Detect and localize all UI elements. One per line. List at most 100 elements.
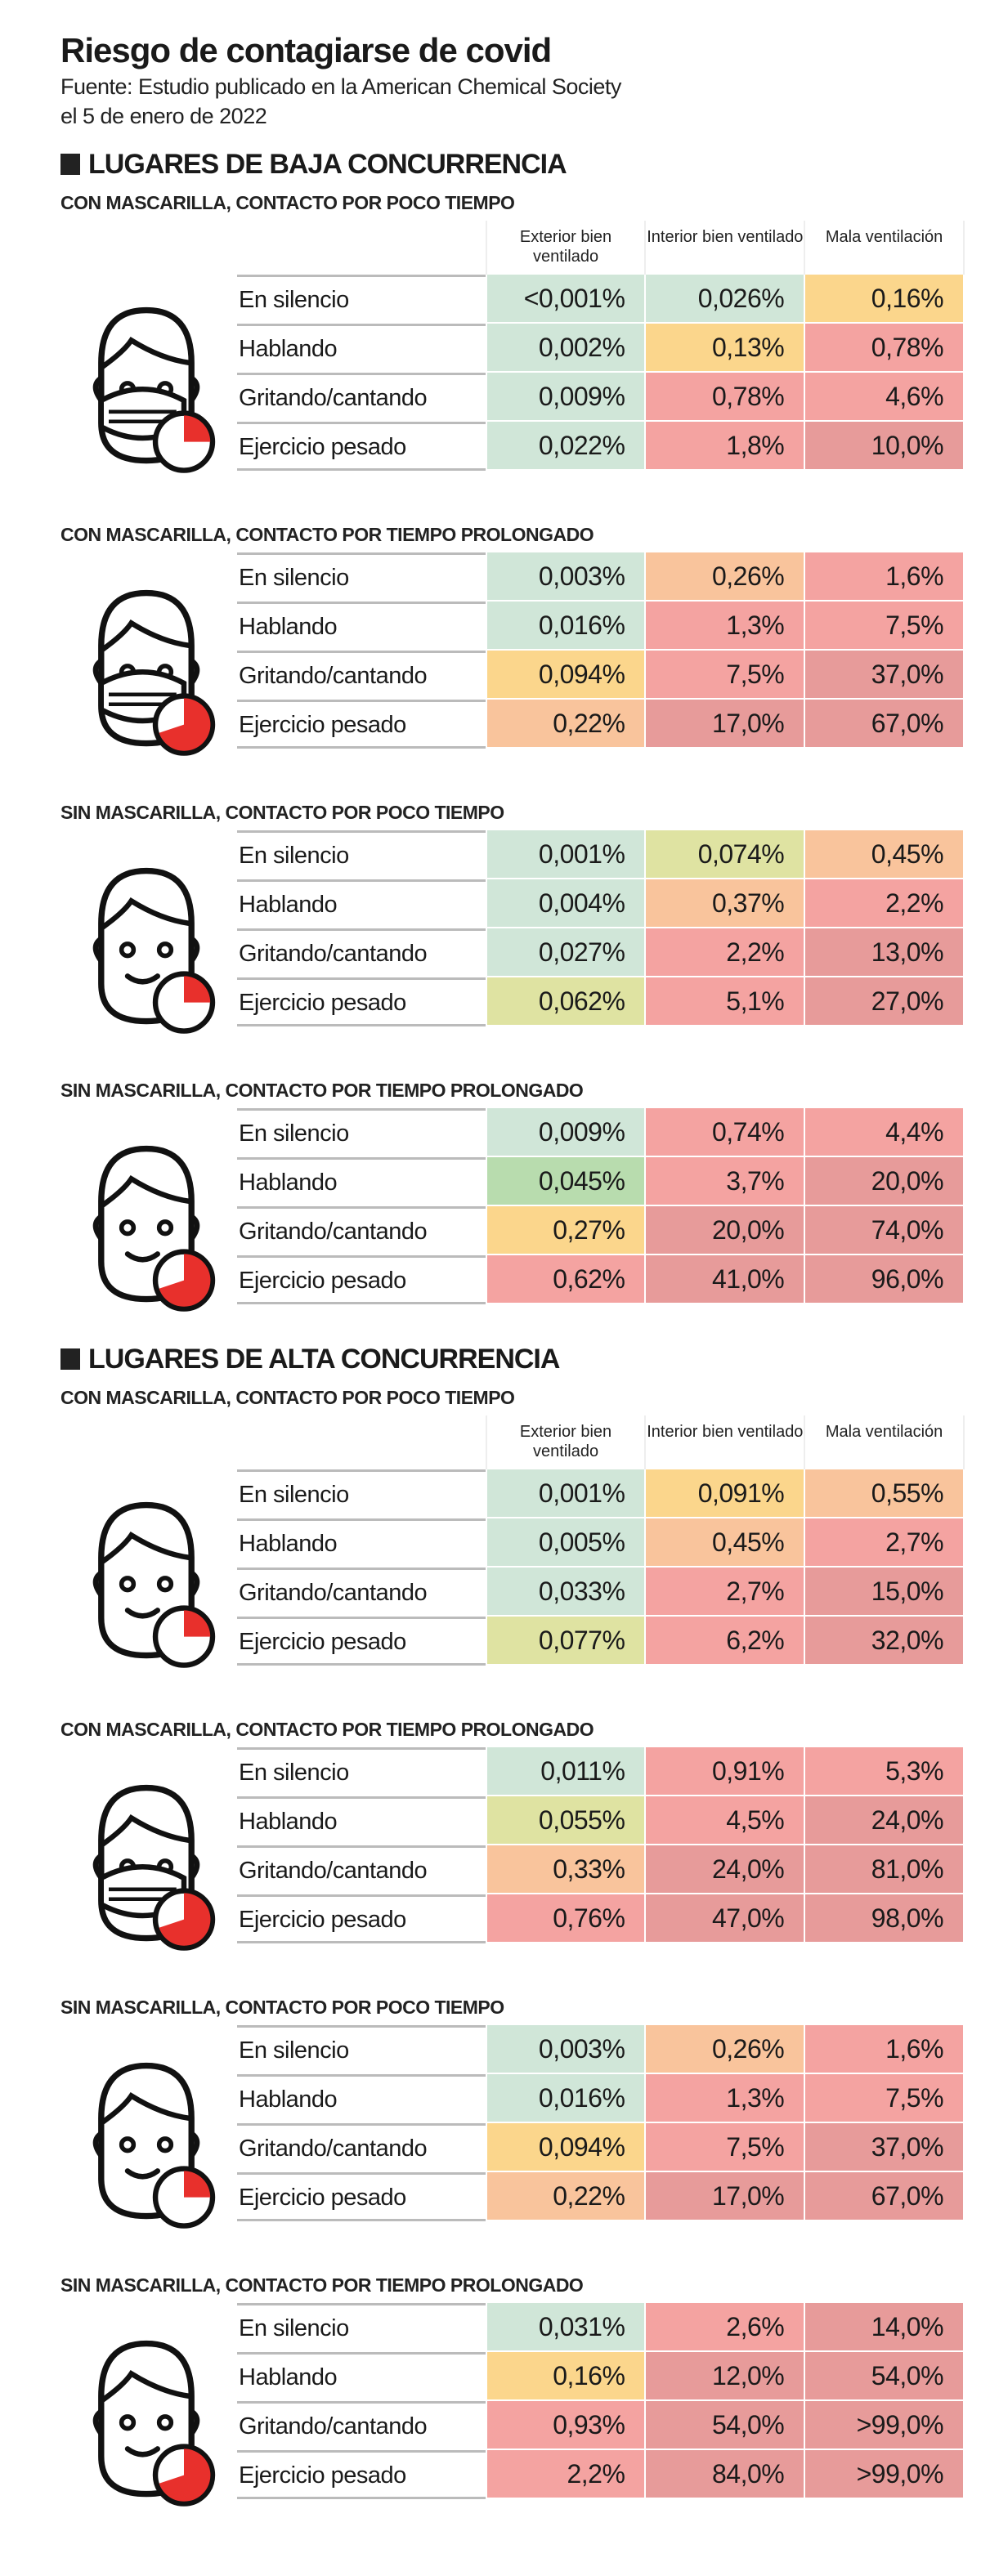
row-label: Gritando/cantando <box>237 373 486 422</box>
table-row: Hablando 0,002% 0,13% 0,78% <box>237 324 965 373</box>
risk-value-cell: 0,022% <box>486 422 645 469</box>
masked-face-long-clock-icon <box>69 570 224 758</box>
risk-value-cell: 47,0% <box>646 1894 804 1942</box>
header-spacer <box>237 1415 487 1469</box>
risk-value-cell: 98,0% <box>805 1894 964 1942</box>
section-heading: LUGARES DE ALTA CONCURRENCIA <box>60 1342 981 1376</box>
risk-value-cell: 2,7% <box>805 1518 964 1566</box>
risk-value-cell: 0,78% <box>805 324 964 371</box>
row-label: Hablando <box>237 879 486 928</box>
risk-value-cell: 10,0% <box>805 422 964 469</box>
risk-value-cell: 17,0% <box>646 700 804 747</box>
risk-value-cell: 13,0% <box>805 928 964 976</box>
risk-value-cell: 54,0% <box>646 2401 804 2449</box>
risk-value-cell: 0,026% <box>646 275 804 322</box>
row-label: Gritando/cantando <box>237 651 486 700</box>
table-row: Ejercicio pesado 0,76% 47,0% 98,0% <box>237 1894 965 1943</box>
row-label: Hablando <box>237 324 486 373</box>
row-label: Gritando/cantando <box>237 1206 486 1255</box>
table-row: En silencio 0,031% 2,6% 14,0% <box>237 2303 965 2352</box>
risk-value-cell: >99,0% <box>805 2401 964 2449</box>
masked-face-short-clock-icon <box>69 1483 224 1670</box>
risk-value-cell: 74,0% <box>805 1206 964 1254</box>
risk-value-cell: 0,077% <box>486 1617 645 1664</box>
risk-value-cell: 0,45% <box>646 1518 804 1566</box>
risk-value-cell: 0,93% <box>486 2401 645 2449</box>
table-row: Hablando 0,16% 12,0% 54,0% <box>237 2352 965 2401</box>
table-row: Hablando 0,005% 0,45% 2,7% <box>237 1518 965 1568</box>
row-label: Hablando <box>237 602 486 651</box>
risk-value-cell: 3,7% <box>646 1157 804 1205</box>
risk-value-cell: 1,3% <box>646 602 804 649</box>
risk-value-cell: 0,22% <box>486 700 645 747</box>
table-row: Hablando 0,004% 0,37% 2,2% <box>237 879 965 928</box>
risk-value-cell: 0,094% <box>486 651 645 698</box>
risk-value-cell: 67,0% <box>805 2172 964 2220</box>
risk-table: En silencio 0,011% 0,91% 5,3% Hablando 0,055%… <box>237 1747 965 1943</box>
risk-value-cell: 0,26% <box>646 552 804 600</box>
risk-value-cell: 27,0% <box>805 977 964 1025</box>
risk-value-cell: 2,2% <box>486 2450 645 2498</box>
risk-table-block: CON MASCARILLA, CONTACTO POR TIEMPO PROL… <box>60 521 981 756</box>
column-header: Mala ventilación <box>805 1415 965 1469</box>
row-label: En silencio <box>237 2025 486 2074</box>
square-bullet-icon <box>60 1348 80 1370</box>
risk-value-cell: 37,0% <box>805 2123 964 2171</box>
risk-table: Exterior bien ventilado Interior bien ven… <box>237 1415 965 1666</box>
risk-value-cell: 0,016% <box>486 2074 645 2122</box>
section-heading: LUGARES DE BAJA CONCURRENCIA <box>60 147 981 181</box>
risk-value-cell: 2,6% <box>646 2303 804 2350</box>
risk-value-cell: 4,5% <box>646 1796 804 1844</box>
table-row: Hablando 0,016% 1,3% 7,5% <box>237 602 965 651</box>
column-header-row: Exterior bien ventilado Interior bien ven… <box>237 1415 965 1469</box>
table-row: Hablando 0,045% 3,7% 20,0% <box>237 1157 965 1206</box>
risk-table-block: SIN MASCARILLA, CONTACTO POR TIEMPO PROL… <box>60 1077 981 1312</box>
row-label: Ejercicio pesado <box>237 977 486 1026</box>
risk-value-cell: 32,0% <box>805 1617 964 1664</box>
row-label: Ejercicio pesado <box>237 2450 486 2499</box>
row-label: Ejercicio pesado <box>237 1255 486 1304</box>
risk-value-cell: 0,062% <box>486 977 645 1025</box>
risk-value-cell: 37,0% <box>805 651 964 698</box>
risk-value-cell: 81,0% <box>805 1845 964 1893</box>
column-header: Interior bien ventilado <box>646 1415 806 1469</box>
risk-value-cell: 7,5% <box>805 602 964 649</box>
column-header: Mala ventilación <box>805 221 965 275</box>
row-label: Ejercicio pesado <box>237 1617 486 1666</box>
table-subtitle: CON MASCARILLA, CONTACTO POR POCO TIEMPO <box>60 192 515 213</box>
risk-value-cell: 0,045% <box>486 1157 645 1205</box>
table-subtitle: SIN MASCARILLA, CONTACTO POR POCO TIEMPO <box>60 1997 504 2018</box>
risk-value-cell: 0,13% <box>646 324 804 371</box>
risk-value-cell: 12,0% <box>646 2352 804 2399</box>
risk-value-cell: 0,031% <box>486 2303 645 2350</box>
table-subtitle: SIN MASCARILLA, CONTACTO POR POCO TIEMPO <box>60 802 504 823</box>
risk-value-cell: 0,003% <box>486 552 645 600</box>
risk-value-cell: >99,0% <box>805 2450 964 2498</box>
row-label: Gritando/cantando <box>237 928 486 977</box>
risk-value-cell: 0,16% <box>805 275 964 322</box>
risk-value-cell: 2,2% <box>646 928 804 976</box>
risk-value-cell: 7,5% <box>646 651 804 698</box>
risk-value-cell: 54,0% <box>805 2352 964 2399</box>
risk-value-cell: 20,0% <box>646 1206 804 1254</box>
table-row: En silencio <0,001% 0,026% 0,16% <box>237 275 965 324</box>
risk-table: En silencio 0,003% 0,26% 1,6% Hablando 0,016%… <box>237 2025 965 2221</box>
table-row: Gritando/cantando 0,094% 7,5% 37,0% <box>237 651 965 700</box>
row-label: Ejercicio pesado <box>237 2172 486 2221</box>
row-label: Gritando/cantando <box>237 2401 486 2450</box>
risk-value-cell: 24,0% <box>805 1796 964 1844</box>
table-row: En silencio 0,001% 0,074% 0,45% <box>237 830 965 879</box>
row-label: En silencio <box>237 275 486 324</box>
table-subtitle: SIN MASCARILLA, CONTACTO POR TIEMPO PROL… <box>60 1080 584 1101</box>
risk-value-cell: 0,016% <box>486 602 645 649</box>
risk-value-cell: 0,011% <box>486 1747 645 1795</box>
risk-value-cell: 4,6% <box>805 373 964 420</box>
risk-value-cell: 0,27% <box>486 1206 645 1254</box>
risk-value-cell: 0,22% <box>486 2172 645 2220</box>
risk-table: En silencio 0,009% 0,74% 4,4% Hablando 0,045%… <box>237 1108 965 1304</box>
table-row: Hablando 0,016% 1,3% 7,5% <box>237 2074 965 2123</box>
risk-value-cell: 0,26% <box>646 2025 804 2073</box>
risk-value-cell: 0,003% <box>486 2025 645 2073</box>
risk-value-cell: 0,004% <box>486 879 645 927</box>
risk-value-cell: 20,0% <box>805 1157 964 1205</box>
